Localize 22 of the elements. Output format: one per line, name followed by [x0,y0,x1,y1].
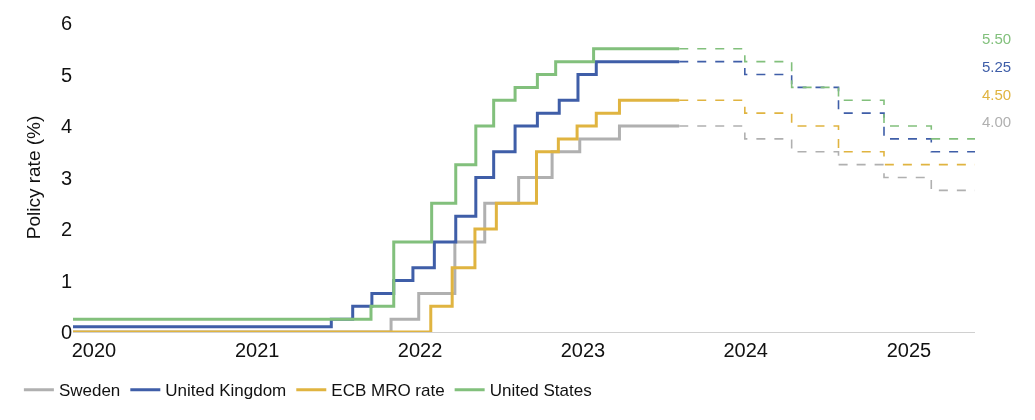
x-tick-label: 2022 [397,339,443,361]
y-tick-label: 1 [60,269,72,292]
x-tick-label: 2020 [71,339,117,361]
y-tick-label: 6 [60,12,72,34]
y-tick-label: 3 [60,166,72,189]
y-tick-label: 0 [60,321,72,343]
text: 4.00 [982,113,1012,130]
legend-label: Sweden [58,381,121,401]
x-tick-label: 2024 [723,339,768,361]
y-tick-label: 2 [60,218,72,240]
y-axis-title: Policy rate (%) [22,115,44,240]
legend-label: United Kingdom [165,381,287,401]
legend-label: ECB MRO rate [331,381,445,401]
x-tick-label: 2023 [560,339,606,361]
text: 5.50 [982,30,1012,47]
y-tick-label: 5 [60,63,72,86]
y-tick-label: 4 [60,115,72,137]
text: 4.50 [982,86,1012,103]
legend-label: United States [489,381,592,401]
x-tick-label: 2025 [886,339,932,361]
text: 5.25 [982,58,1012,75]
x-tick-label: 2021 [234,339,280,361]
